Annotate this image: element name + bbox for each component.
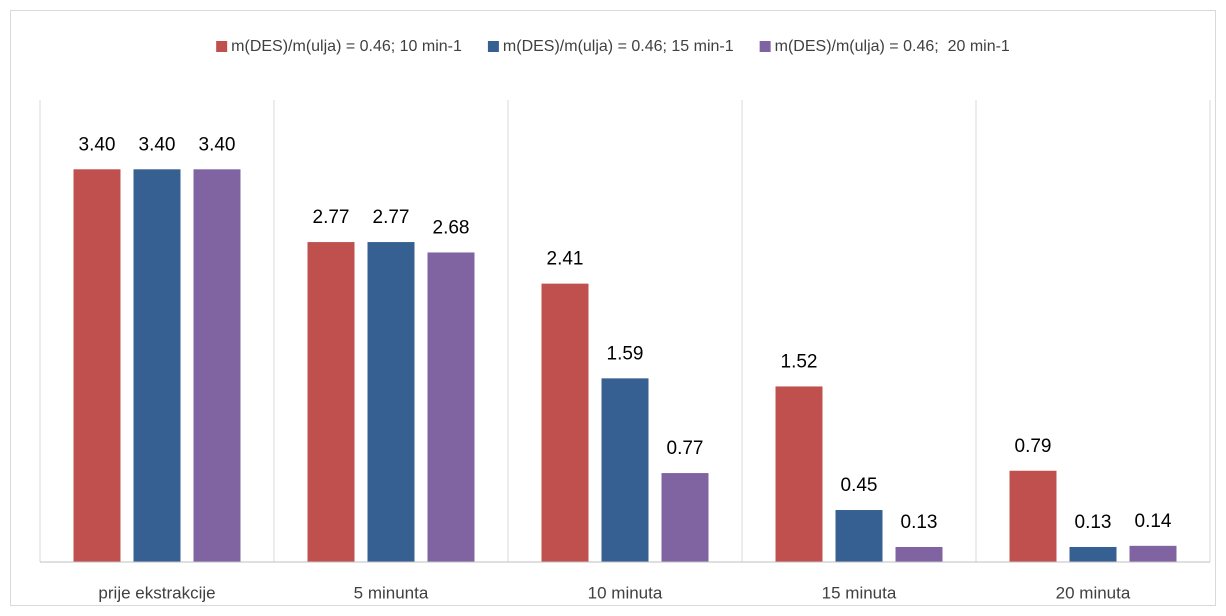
value-label: 0.45 [841, 475, 878, 496]
bar [193, 169, 241, 563]
value-label: 0.14 [1135, 511, 1172, 532]
bar [661, 473, 709, 562]
value-label: 2.77 [313, 207, 350, 228]
bar [895, 546, 943, 562]
value-label: 3.40 [79, 134, 116, 155]
value-label: 1.59 [607, 343, 644, 364]
bar [133, 169, 181, 563]
x-tick-label: 10 minuta [588, 583, 663, 602]
value-label: 0.13 [901, 512, 938, 533]
legend-swatch [216, 41, 228, 52]
value-label: 2.41 [547, 249, 584, 270]
x-tick-label: 5 minunta [354, 583, 429, 602]
bar [307, 242, 355, 562]
bar [427, 252, 475, 562]
bar [73, 169, 121, 563]
x-tick-label: prije ekstrakcije [98, 583, 215, 602]
legend-label: m(DES)/m(ulja) = 0.46; 20 min-1 [775, 38, 1010, 55]
value-label: 3.40 [199, 134, 236, 155]
value-label: 0.79 [1015, 436, 1052, 457]
value-label: 2.68 [433, 217, 470, 238]
legend-swatch [759, 41, 771, 52]
bar [1129, 545, 1177, 562]
x-tick-label: 15 minuta [822, 583, 897, 602]
value-label: 3.40 [139, 134, 176, 155]
bar [1009, 470, 1057, 562]
value-label: 1.52 [781, 351, 818, 372]
bar [835, 510, 883, 562]
value-label: 2.77 [373, 207, 410, 228]
bar [775, 386, 823, 562]
bar [1069, 546, 1117, 562]
value-label: 0.77 [667, 438, 704, 459]
legend-label: m(DES)/m(ulja) = 0.46; 15 min-1 [503, 38, 734, 55]
legend-swatch [487, 41, 499, 52]
x-tick-label: 20 minuta [1056, 583, 1131, 602]
bar [601, 378, 649, 562]
legend-label: m(DES)/m(ulja) = 0.46; 10 min-1 [231, 38, 462, 55]
value-label: 0.13 [1075, 512, 1112, 533]
bar [541, 283, 589, 562]
bar [367, 242, 415, 562]
